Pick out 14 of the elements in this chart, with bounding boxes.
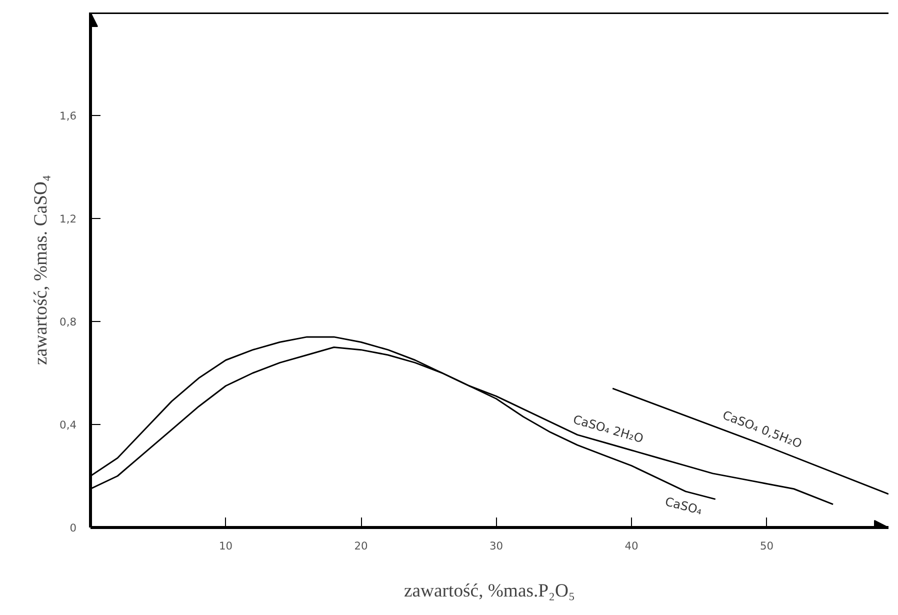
text: CaSO₄ 2H₂O: [572, 412, 646, 446]
x-axis-title: zawartość, %mas.P₂O₅: [404, 580, 576, 602]
x-tick-label: 40: [624, 540, 639, 552]
y-tick-label: 0: [70, 522, 77, 534]
y-tick-label: 0,4: [60, 418, 77, 432]
x-tick-label: 10: [218, 540, 233, 552]
x-tick-label: 20: [354, 540, 368, 552]
y-axis-title: zawartość, %mas. CaSO₄: [30, 175, 52, 365]
text: CaSO₄: [664, 494, 704, 518]
x-tick-label: 30: [489, 540, 504, 552]
y-tick-label: 0,8: [60, 316, 77, 328]
y-tick-label: 1,2: [60, 212, 77, 226]
y-tick-label: 1,6: [60, 110, 77, 122]
x-tick-label: 50: [760, 540, 774, 552]
